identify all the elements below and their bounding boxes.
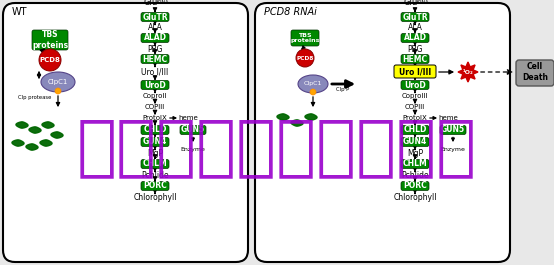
- FancyBboxPatch shape: [141, 55, 169, 64]
- FancyBboxPatch shape: [401, 160, 429, 169]
- Text: PCD8: PCD8: [296, 55, 314, 60]
- Text: MgP: MgP: [147, 148, 163, 157]
- FancyBboxPatch shape: [141, 160, 169, 169]
- Text: Glu: Glu: [144, 0, 158, 7]
- Text: Cell
Death: Cell Death: [522, 62, 548, 82]
- Text: 农业科普文章，农业科: 农业科普文章，农业科: [77, 114, 477, 180]
- Text: Chlorophyll: Chlorophyll: [393, 193, 437, 202]
- FancyBboxPatch shape: [3, 3, 248, 262]
- Text: ClpC1: ClpC1: [48, 79, 68, 85]
- Circle shape: [39, 49, 61, 71]
- Polygon shape: [291, 120, 303, 126]
- FancyBboxPatch shape: [401, 138, 429, 147]
- Text: Pchlide: Pchlide: [141, 170, 169, 179]
- Text: MgP: MgP: [407, 148, 423, 157]
- Circle shape: [296, 49, 314, 67]
- Text: Clp protease: Clp protease: [18, 95, 52, 100]
- Text: Uro I/III: Uro I/III: [399, 68, 431, 77]
- FancyBboxPatch shape: [180, 126, 206, 135]
- Text: Pchlide: Pchlide: [401, 170, 429, 179]
- FancyBboxPatch shape: [141, 12, 169, 21]
- Circle shape: [310, 89, 316, 95]
- FancyBboxPatch shape: [401, 182, 429, 191]
- Text: PCD8 RNAi: PCD8 RNAi: [264, 7, 317, 17]
- Text: ClpC1: ClpC1: [304, 82, 322, 86]
- Polygon shape: [458, 62, 478, 82]
- Polygon shape: [277, 114, 289, 120]
- Text: Clp P: Clp P: [336, 86, 350, 91]
- Text: UroD: UroD: [404, 81, 426, 90]
- Text: CoproIII: CoproIII: [402, 93, 428, 99]
- Text: GluTR: GluTR: [402, 12, 428, 21]
- FancyBboxPatch shape: [440, 126, 466, 135]
- Text: Chlorophyll: Chlorophyll: [134, 193, 177, 202]
- Text: Enzyme: Enzyme: [440, 148, 465, 152]
- Text: GUN4: GUN4: [403, 138, 427, 147]
- Ellipse shape: [298, 75, 328, 93]
- Text: PCD8: PCD8: [39, 57, 60, 63]
- Text: ProtoIX: ProtoIX: [403, 115, 427, 121]
- Polygon shape: [26, 144, 38, 150]
- Text: GUN5: GUN5: [441, 126, 465, 135]
- Text: GUN4: GUN4: [143, 138, 167, 147]
- Text: CHLM: CHLM: [142, 160, 167, 169]
- Text: heme: heme: [178, 115, 198, 121]
- Text: GUN5: GUN5: [181, 126, 205, 135]
- Text: tRNA: tRNA: [157, 0, 170, 5]
- Text: ALA: ALA: [147, 24, 162, 33]
- FancyBboxPatch shape: [291, 30, 319, 46]
- Text: tRNA: tRNA: [417, 0, 429, 5]
- Text: PBG: PBG: [407, 45, 423, 54]
- Text: GluTR: GluTR: [142, 12, 168, 21]
- Polygon shape: [16, 122, 28, 128]
- Text: Enzyme: Enzyme: [181, 148, 206, 152]
- Text: CoproII: CoproII: [143, 93, 167, 99]
- Text: TBS
proteins: TBS proteins: [32, 30, 68, 50]
- Text: CHLD: CHLD: [143, 126, 167, 135]
- Polygon shape: [40, 140, 52, 146]
- FancyBboxPatch shape: [401, 126, 429, 135]
- Circle shape: [55, 88, 61, 94]
- Text: PBG: PBG: [147, 45, 163, 54]
- FancyBboxPatch shape: [401, 12, 429, 21]
- FancyBboxPatch shape: [141, 182, 169, 191]
- Text: PORC: PORC: [403, 182, 427, 191]
- FancyBboxPatch shape: [141, 33, 169, 42]
- FancyBboxPatch shape: [141, 126, 169, 135]
- FancyBboxPatch shape: [401, 81, 429, 90]
- Text: heme: heme: [438, 115, 458, 121]
- FancyBboxPatch shape: [516, 60, 554, 86]
- Text: TBS
proteins: TBS proteins: [290, 33, 320, 43]
- FancyBboxPatch shape: [401, 55, 429, 64]
- Text: WT: WT: [12, 7, 28, 17]
- Text: Uro I/III: Uro I/III: [141, 68, 168, 77]
- Text: CHLM: CHLM: [403, 160, 427, 169]
- FancyBboxPatch shape: [401, 33, 429, 42]
- Polygon shape: [42, 122, 54, 128]
- Text: ALAD: ALAD: [143, 33, 167, 42]
- Text: ALA: ALA: [408, 24, 423, 33]
- FancyBboxPatch shape: [141, 81, 169, 90]
- Text: CHLD: CHLD: [403, 126, 427, 135]
- FancyBboxPatch shape: [32, 30, 68, 50]
- Polygon shape: [12, 140, 24, 146]
- Polygon shape: [305, 114, 317, 120]
- Text: UroD: UroD: [144, 81, 166, 90]
- Text: ProtoIX: ProtoIX: [142, 115, 167, 121]
- FancyBboxPatch shape: [255, 3, 510, 262]
- Text: ¹O₂: ¹O₂: [463, 69, 473, 74]
- Text: Glu: Glu: [404, 0, 418, 7]
- Polygon shape: [29, 127, 41, 133]
- FancyBboxPatch shape: [141, 138, 169, 147]
- Text: ALAD: ALAD: [403, 33, 427, 42]
- Text: COPIII: COPIII: [145, 104, 165, 110]
- Text: PORC: PORC: [143, 182, 167, 191]
- Text: HEMC: HEMC: [402, 55, 428, 64]
- Text: COPIII: COPIII: [405, 104, 425, 110]
- Ellipse shape: [41, 72, 75, 92]
- Polygon shape: [51, 132, 63, 138]
- FancyBboxPatch shape: [394, 65, 436, 78]
- Text: HEMC: HEMC: [142, 55, 167, 64]
